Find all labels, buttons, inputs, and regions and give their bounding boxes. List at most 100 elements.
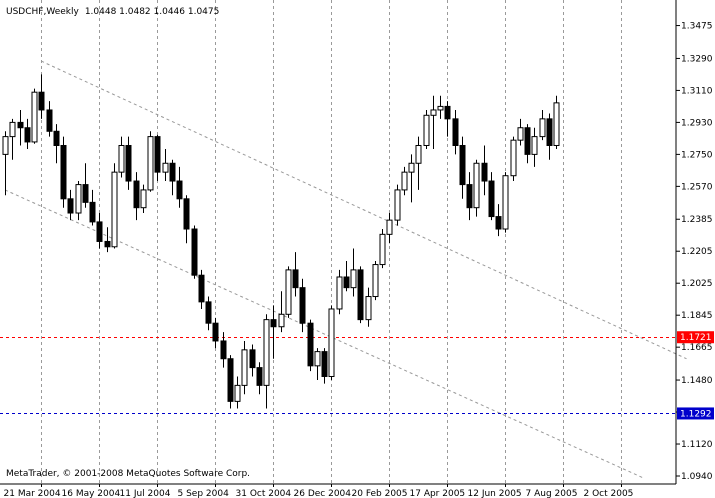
y-tick-label: 1.2205 bbox=[681, 247, 713, 257]
candle-bear bbox=[292, 269, 299, 289]
x-tick-label: 2 Oct 2005 bbox=[584, 489, 634, 498]
x-tick-label: 17 Apr 2005 bbox=[410, 489, 466, 498]
candle-bull bbox=[553, 102, 560, 146]
candle-bull bbox=[263, 319, 270, 386]
candles bbox=[2, 74, 560, 409]
candle-bull bbox=[423, 114, 430, 146]
x-tick-label: 20 Feb 2005 bbox=[352, 489, 408, 498]
candle-bull bbox=[118, 144, 125, 173]
candle-bear bbox=[46, 109, 53, 132]
candle-bull bbox=[401, 171, 408, 191]
x-tick-label: 5 Sep 2004 bbox=[178, 489, 230, 498]
level-badge-label: 1.1721 bbox=[680, 333, 712, 343]
candle-bull bbox=[328, 308, 335, 377]
time-scale[interactable]: 21 Mar 2004 16 May 2004 11 Jul 2004 5 Sep 2… bbox=[4, 484, 634, 498]
candle-bull bbox=[415, 144, 422, 164]
candle-bear bbox=[488, 180, 495, 218]
candle-bear bbox=[176, 180, 183, 200]
candle-bear bbox=[227, 358, 234, 402]
ohlc-readout: 1.0448 1.0482 1.0446 1.0475 bbox=[85, 7, 220, 17]
candle-bull bbox=[502, 175, 509, 230]
candle-bull bbox=[278, 313, 285, 328]
candle-bear bbox=[53, 130, 60, 146]
candle-bull bbox=[234, 384, 241, 402]
y-tick-label: 1.2750 bbox=[681, 150, 713, 160]
candle-bull bbox=[140, 189, 147, 209]
candle-bear bbox=[299, 287, 306, 324]
candle-bear bbox=[191, 228, 198, 276]
candle-bear bbox=[495, 216, 502, 230]
y-tick-label: 1.3110 bbox=[681, 86, 713, 96]
channel-line[interactable] bbox=[4, 189, 644, 479]
candle-bull bbox=[241, 349, 248, 386]
candle-bull bbox=[408, 162, 415, 173]
candle-bull bbox=[285, 269, 292, 315]
candle-bull bbox=[336, 276, 343, 310]
candle-bear bbox=[125, 144, 132, 182]
price-scale[interactable]: 1.3475 1.3290 1.3110 1.2930 1.2750 1.2570 1.23… bbox=[676, 22, 714, 482]
level-badge-label: 1.1292 bbox=[680, 409, 712, 419]
channel-line[interactable] bbox=[41, 60, 687, 360]
candle-bear bbox=[17, 121, 24, 129]
y-tick-label: 1.2025 bbox=[681, 279, 713, 289]
candle-bull bbox=[365, 296, 372, 321]
candle-bear bbox=[198, 274, 205, 303]
x-tick-label: 21 Mar 2004 bbox=[4, 489, 61, 498]
candle-bull bbox=[75, 184, 82, 214]
y-tick-label: 1.1480 bbox=[681, 376, 713, 386]
candle-bull bbox=[430, 109, 437, 116]
candle-bull bbox=[9, 121, 16, 138]
candle-bear bbox=[459, 144, 466, 186]
candle-bear bbox=[24, 127, 31, 143]
candle-bear bbox=[357, 269, 364, 321]
chart-header: USDCHF,Weekly 1.0448 1.0482 1.0446 1.0475 bbox=[6, 7, 219, 17]
candle-bull bbox=[111, 171, 118, 248]
x-tick-label: 11 Jul 2004 bbox=[120, 489, 171, 498]
candle-bear bbox=[220, 340, 227, 360]
copyright-text: MetaTrader, © 2001-2008 MetaQuotes Softw… bbox=[6, 469, 250, 479]
candle-bear bbox=[82, 184, 89, 203]
candle-bear bbox=[321, 351, 328, 377]
y-tick-label: 1.2930 bbox=[681, 118, 713, 128]
candle-bear bbox=[154, 136, 161, 173]
candle-bear bbox=[256, 367, 263, 386]
candle-bull bbox=[517, 127, 524, 141]
y-tick-label: 1.0940 bbox=[681, 472, 713, 482]
candle-bull bbox=[539, 118, 546, 138]
y-tick-label: 1.3290 bbox=[681, 54, 713, 64]
candle-bull bbox=[394, 189, 401, 221]
candle-bear bbox=[466, 184, 473, 209]
candle-bear bbox=[38, 91, 45, 111]
level-badge[interactable] bbox=[677, 331, 714, 344]
channel-lines[interactable] bbox=[4, 60, 687, 479]
candle-bear bbox=[96, 221, 103, 242]
x-tick-label: 16 May 2004 bbox=[62, 489, 121, 498]
y-tick-label: 1.2385 bbox=[681, 215, 713, 225]
x-tick-label: 26 Dec 2004 bbox=[294, 489, 352, 498]
candle-bear bbox=[60, 144, 67, 200]
y-tick-label: 1.1845 bbox=[681, 311, 713, 321]
candle-bull bbox=[437, 105, 444, 111]
level-badge[interactable] bbox=[677, 407, 714, 420]
y-tick-label: 1.1120 bbox=[681, 440, 713, 450]
candle-bull bbox=[379, 233, 386, 266]
candle-bull bbox=[162, 162, 169, 173]
symbol-timeframe: USDCHF,Weekly bbox=[6, 7, 79, 17]
candle-bear bbox=[169, 162, 176, 182]
price-levels[interactable] bbox=[0, 337, 676, 414]
candle-bull bbox=[147, 136, 154, 191]
candle-bull bbox=[2, 136, 9, 155]
candle-bear bbox=[452, 118, 459, 146]
candle-bull bbox=[510, 139, 517, 177]
x-tick-label: 31 Oct 2004 bbox=[236, 489, 292, 498]
candle-bear bbox=[546, 118, 553, 146]
candle-bull bbox=[386, 219, 393, 235]
candle-bear bbox=[249, 349, 256, 369]
x-tick-label: 7 Aug 2005 bbox=[526, 489, 578, 498]
candle-bull bbox=[531, 136, 538, 155]
candle-bull bbox=[372, 264, 379, 298]
candle-bear bbox=[524, 127, 531, 155]
